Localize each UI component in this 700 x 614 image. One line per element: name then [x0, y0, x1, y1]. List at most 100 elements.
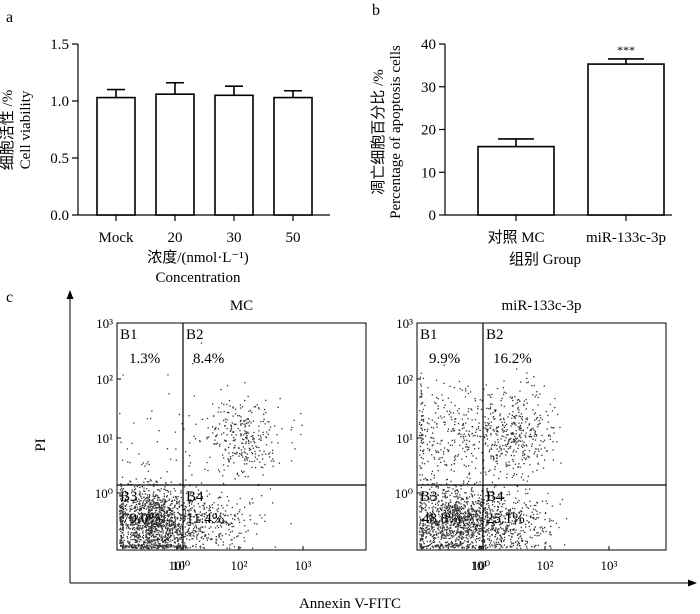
- scatter-point: [477, 537, 479, 540]
- scatter-point: [462, 437, 465, 439]
- scatter-point: [450, 517, 452, 519]
- scatter-point: [452, 544, 454, 546]
- scatter-point: [142, 503, 144, 505]
- scatter-point: [169, 525, 171, 527]
- scatter-point: [119, 506, 121, 508]
- scatter-point: [162, 547, 164, 549]
- scatter-point: [203, 515, 205, 518]
- scatter-point: [139, 507, 141, 509]
- scatter-point: [464, 516, 467, 518]
- scatter-point: [142, 517, 144, 519]
- scatter-point: [503, 405, 505, 408]
- scatter-point: [246, 436, 248, 438]
- scatter-point: [135, 510, 137, 512]
- scatter-point: [437, 451, 440, 454]
- scatter-point: [431, 526, 434, 529]
- scatter-point: [447, 442, 449, 444]
- scatter-point: [209, 517, 211, 519]
- scatter-point: [137, 536, 139, 539]
- scatter-point: [532, 508, 534, 510]
- scatter-point: [157, 547, 159, 549]
- scatter-point: [134, 539, 137, 541]
- scatter-point: [472, 519, 474, 521]
- scatter-point: [486, 546, 489, 549]
- scatter-point: [526, 542, 528, 544]
- scatter-point: [505, 526, 507, 528]
- scatter-point: [513, 515, 515, 517]
- scatter-point: [450, 515, 452, 518]
- scatter-point: [206, 461, 208, 464]
- scatter-point: [512, 467, 514, 470]
- scatter-point: [132, 539, 134, 541]
- scatter-point: [254, 467, 257, 469]
- scatter-point: [452, 523, 454, 526]
- scatter-point: [510, 425, 512, 427]
- scatter-point: [133, 527, 135, 529]
- scatter-point: [148, 533, 151, 535]
- scatter-point: [468, 508, 470, 510]
- scatter-point: [446, 541, 449, 543]
- scatter-point: [497, 506, 499, 509]
- scatter-point: [139, 503, 141, 505]
- scatter-point: [247, 457, 249, 459]
- scatter-point: [447, 522, 449, 524]
- scatter-point: [166, 546, 168, 549]
- y-tick-label: 20: [421, 123, 436, 139]
- scatter-point: [122, 459, 124, 461]
- scatter-point: [437, 504, 439, 506]
- scatter-point: [132, 501, 134, 503]
- scatter-point: [168, 546, 170, 548]
- scatter-point: [252, 435, 254, 437]
- scatter-point: [420, 389, 422, 391]
- scatter-point: [196, 534, 198, 536]
- scatter-point: [497, 531, 499, 533]
- scatter-point: [161, 506, 163, 508]
- scatter-point: [470, 513, 473, 515]
- scatter-point: [179, 514, 181, 516]
- scatter-point: [269, 488, 272, 490]
- scatter-point: [525, 514, 528, 517]
- scatter-point: [452, 488, 454, 490]
- scatter-point: [433, 513, 436, 515]
- scatter-point: [431, 419, 433, 421]
- scatter-point: [434, 401, 436, 404]
- scatter-point: [524, 523, 527, 525]
- scatter-point: [121, 503, 123, 505]
- scatter-point: [233, 452, 236, 454]
- scatter-point: [190, 503, 193, 505]
- scatter-point: [141, 497, 143, 499]
- scatter-point: [443, 534, 446, 536]
- scatter-point: [254, 456, 257, 458]
- scatter-point: [167, 546, 169, 548]
- scatter-point: [452, 506, 454, 508]
- scatter-point: [127, 493, 129, 495]
- scatter-point: [449, 499, 451, 501]
- scatter-point: [251, 466, 253, 468]
- scatter-point: [252, 436, 254, 439]
- scatter-point: [161, 527, 163, 529]
- scatter-point: [503, 533, 505, 536]
- scatter-point: [136, 528, 139, 530]
- scatter-point: [159, 511, 162, 513]
- scatter-point: [447, 512, 449, 514]
- scatter-point: [155, 539, 157, 541]
- scatter-point: [232, 439, 234, 442]
- scatter-point: [470, 529, 472, 531]
- scatter-point: [441, 509, 443, 511]
- scatter-point: [486, 425, 488, 427]
- scatter-point: [448, 487, 451, 489]
- scatter-point: [183, 546, 185, 549]
- scatter-point: [471, 501, 474, 503]
- scatter-point: [144, 536, 147, 538]
- scatter-point: [458, 519, 460, 521]
- scatter-point: [471, 547, 473, 549]
- scatter-point: [496, 543, 498, 546]
- scatter-point: [463, 439, 465, 441]
- scatter-point: [521, 419, 524, 421]
- scatter-point: [462, 542, 465, 544]
- scatter-point: [453, 430, 455, 432]
- scatter-point: [179, 531, 181, 533]
- scatter-point: [150, 513, 152, 515]
- scatter-point: [169, 520, 171, 522]
- scatter-point: [520, 522, 522, 524]
